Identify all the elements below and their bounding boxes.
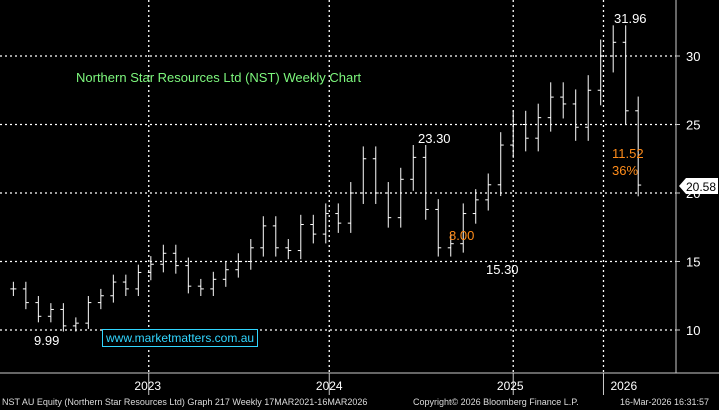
x-axis-ticks: 2023 2024 2025 2026 xyxy=(134,373,637,395)
x-tick-label-2024: 2024 xyxy=(316,379,343,393)
x-tick-label-2025: 2025 xyxy=(497,379,524,393)
annotation-label: 36% xyxy=(612,163,638,178)
annotations: 9.99 23.30 8.00 15.30 31.96 11.52 36% xyxy=(34,11,647,348)
gridlines xyxy=(0,0,676,373)
footer-description: NST AU Equity (Northern Star Resources L… xyxy=(2,397,368,407)
footer-copyright: Copyright© 2026 Bloomberg Finance L.P. xyxy=(413,397,579,407)
y-tick-label-30: 30 xyxy=(686,49,700,64)
annotation-label: 15.30 xyxy=(486,262,519,277)
last-price-label: 20.58 xyxy=(686,180,716,194)
y-tick-label-15: 15 xyxy=(686,255,700,270)
footer-bar: NST AU Equity (Northern Star Resources L… xyxy=(0,395,719,410)
chart-title: Northern Star Resources Ltd (NST) Weekly… xyxy=(76,70,362,85)
watermark: www.marketmatters.com.au xyxy=(102,329,259,347)
annotation-label: 9.99 xyxy=(34,333,59,348)
annotation-label: 23.30 xyxy=(418,131,451,146)
y-tick-label-10: 10 xyxy=(686,323,700,338)
annotation-label: 8.00 xyxy=(449,228,474,243)
annotation-label: 31.96 xyxy=(614,11,647,26)
footer-timestamp: 16-Mar-2026 16:31:57 xyxy=(620,397,710,407)
price-chart: 10 15 2025 30 2023 2024 2025 2026 Northern Sta… xyxy=(0,0,719,395)
x-tick-label-2023: 2023 xyxy=(134,379,161,393)
x-tick-label-2026: 2026 xyxy=(610,379,637,393)
ohlc-bars xyxy=(10,25,642,332)
last-price-tag: 20.58 xyxy=(679,178,718,194)
y-tick-label-25: 25 xyxy=(686,118,700,133)
annotation-label: 11.52 xyxy=(612,146,644,161)
